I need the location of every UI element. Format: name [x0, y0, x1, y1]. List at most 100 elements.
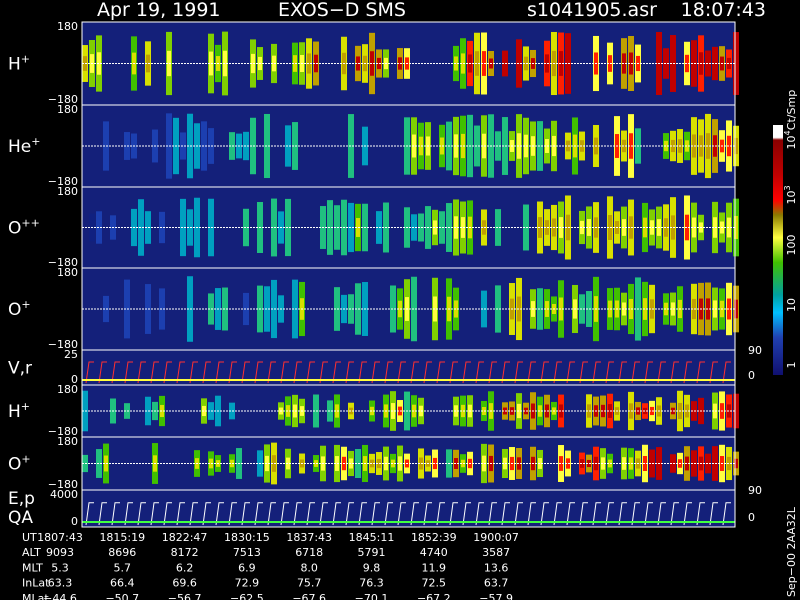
row-value: 75.7	[297, 577, 322, 590]
spectro-core	[734, 50, 738, 77]
row-value: 66.4	[110, 577, 135, 590]
file-name: s1041905.asr	[527, 0, 657, 21]
row-label: ALT	[22, 546, 41, 559]
row-value: 7513	[233, 546, 261, 559]
row-value: 72.5	[422, 577, 447, 590]
trace	[85, 502, 731, 526]
row-value: 1837:43	[286, 531, 332, 544]
panel-label-sup: +	[21, 53, 30, 66]
spectro-core	[734, 215, 738, 240]
row-value: 1830:15	[224, 531, 270, 544]
panel-frame	[81, 489, 736, 528]
y-bottom-label: −180	[48, 338, 78, 351]
row-value: −67.6	[292, 592, 326, 600]
y-top-label: 25	[64, 348, 78, 361]
date: Apr 19, 1991	[97, 0, 221, 21]
panel-label-base: H	[8, 402, 21, 422]
spectro-core	[734, 299, 738, 319]
colorbar-unit: Ct/Smp	[785, 90, 798, 130]
row-value: 8696	[108, 546, 136, 559]
row-value: 6.9	[238, 561, 256, 574]
colorbar-tick-sup: 4	[783, 130, 792, 135]
panel-label-sup: ++	[21, 217, 39, 230]
colorbar-tick-base: 10	[785, 136, 798, 150]
colorbar-tick: 100	[785, 235, 798, 256]
y-bottom-label: −180	[48, 425, 78, 438]
row-value: 76.3	[359, 577, 384, 590]
panel-label-sup: +	[31, 135, 40, 148]
row-value: 5.7	[114, 561, 132, 574]
row-value: 6.2	[176, 561, 194, 574]
panel-label: V,r	[8, 359, 32, 379]
colorbar-tick-base: 10	[785, 191, 798, 205]
y-top-label: 180	[57, 266, 78, 279]
row-value: 1822:47	[162, 531, 208, 544]
row-value: 3587	[482, 546, 510, 559]
panel-label: E,p	[8, 489, 35, 509]
row-value: 4740	[420, 546, 448, 559]
row-label: MLT	[22, 561, 43, 574]
row-value: 6718	[295, 546, 323, 559]
spectro-core	[734, 404, 738, 418]
colorbar-tick: 1	[785, 362, 798, 369]
row-value: −70.1	[355, 592, 389, 600]
panel-label-sup: +	[21, 453, 30, 466]
y-bottom-label: 0	[71, 373, 78, 386]
footer: Sep−00 2AA32L	[785, 506, 798, 597]
row-value: 63.3	[48, 577, 73, 590]
colorbar-tick-text: 100	[785, 235, 798, 256]
time: 18:07:43	[681, 0, 766, 21]
y-bottom-label: −180	[48, 93, 78, 106]
y-bottom-label: 0	[71, 515, 78, 528]
row-label: InLat	[22, 577, 50, 590]
y2-top-label: 90	[748, 344, 762, 357]
spectro-core	[734, 137, 738, 155]
panel-label: H+	[8, 53, 30, 75]
panel-label-sup: +	[21, 400, 30, 413]
row-value: 8172	[171, 546, 199, 559]
row-value: −44.6	[43, 592, 77, 600]
colorbar-tick-text: 1	[785, 362, 798, 369]
row-value: 11.9	[422, 561, 447, 574]
row-value: 5791	[358, 546, 386, 559]
panel-label-base: H	[8, 55, 21, 75]
colorbar-tick: 10	[785, 298, 798, 312]
row-value: −62.5	[230, 592, 264, 600]
instrument: EXOS−D SMS	[278, 0, 406, 21]
panel-label: He+	[8, 135, 40, 157]
y2-bottom-label: 0	[748, 369, 755, 382]
row-value: 9093	[46, 546, 74, 559]
y-top-label: 180	[57, 103, 78, 116]
y2-top-label: 90	[748, 484, 762, 497]
colorbar-tick-text: 10	[785, 298, 798, 312]
y-bottom-label: −180	[48, 256, 78, 269]
colorbar-tick: 104	[783, 130, 798, 149]
y-top-label: 4000	[50, 488, 78, 501]
row-value: 5.3	[51, 561, 69, 574]
colorbar	[773, 125, 783, 375]
row-value: 1807:43	[37, 531, 83, 544]
row-value: 72.9	[235, 577, 260, 590]
row-value: 9.8	[363, 561, 381, 574]
row-value: −67.2	[417, 592, 451, 600]
y-top-label: 180	[57, 185, 78, 198]
panel-label: O++	[8, 217, 40, 239]
panel-label: H+	[8, 400, 30, 422]
colorbar-tick: 103	[783, 185, 798, 204]
row-label: UT	[22, 531, 37, 544]
panel-label-base: V,r	[8, 359, 32, 379]
row-value: 8.0	[300, 561, 318, 574]
colorbar-tick-sup: 3	[783, 185, 792, 190]
row-value: −56.7	[168, 592, 202, 600]
y2-bottom-label: 0	[748, 511, 755, 524]
row-label: MLat	[22, 592, 49, 600]
row-value: 1845:11	[349, 531, 395, 544]
row-value: 1900:07	[473, 531, 519, 544]
y-top-label: 180	[57, 435, 78, 448]
panel-label: O+	[8, 298, 31, 320]
y-top-label: 180	[57, 20, 78, 33]
row-value: 63.7	[484, 577, 509, 590]
spectro-core	[734, 458, 738, 469]
panel-label-base: O	[8, 455, 21, 475]
